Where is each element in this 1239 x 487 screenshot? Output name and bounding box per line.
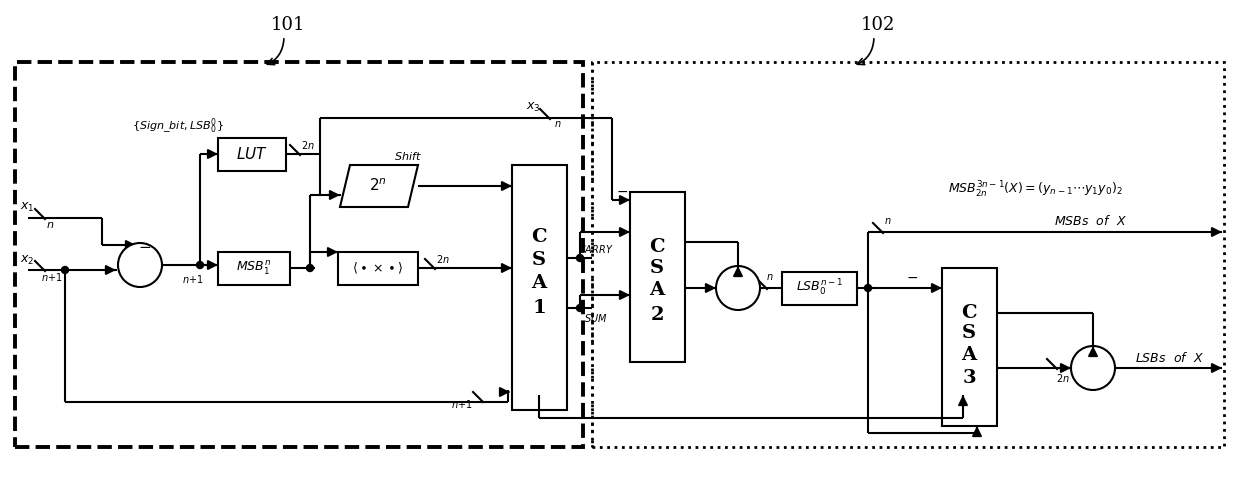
Circle shape	[716, 266, 760, 310]
Circle shape	[576, 304, 584, 312]
Text: $x_3$: $x_3$	[525, 100, 540, 113]
Text: S: S	[532, 251, 546, 269]
Circle shape	[62, 266, 68, 274]
Bar	[592, 62, 1224, 447]
Circle shape	[576, 255, 584, 262]
Text: $2n$: $2n$	[301, 139, 315, 151]
FancyArrowPatch shape	[268, 39, 284, 65]
Text: $-$: $-$	[139, 239, 151, 253]
Text: $2^n$: $2^n$	[369, 178, 387, 194]
Text: $n$: $n$	[885, 216, 892, 226]
Bar	[338, 252, 418, 285]
Text: $MSBs\ \ of\ \ X$: $MSBs\ \ of\ \ X$	[1053, 214, 1126, 228]
Text: $\langle\bullet\times\bullet\rangle$: $\langle\bullet\times\bullet\rangle$	[352, 261, 404, 276]
Text: $x_2$: $x_2$	[20, 253, 35, 266]
Text: $LSBs\ \ of\ \ X$: $LSBs\ \ of\ \ X$	[1135, 351, 1204, 365]
Text: 2: 2	[650, 306, 664, 324]
Text: $-$: $-$	[616, 184, 628, 198]
Circle shape	[197, 262, 203, 268]
Text: $CARRY$: $CARRY$	[579, 243, 613, 255]
Bar	[942, 268, 997, 426]
Text: $LSB_0^{n-1}$: $LSB_0^{n-1}$	[797, 278, 844, 298]
Text: $\{Sign\_bit, LSB_0^0\}$: $\{Sign\_bit, LSB_0^0\}$	[133, 116, 224, 136]
Text: $SUM$: $SUM$	[585, 312, 608, 324]
Text: 1: 1	[532, 299, 546, 317]
Text: C: C	[961, 304, 976, 322]
Text: C: C	[532, 228, 546, 246]
FancyArrowPatch shape	[857, 39, 873, 65]
Text: $2n$: $2n$	[436, 253, 450, 265]
Text: $LUT$: $LUT$	[235, 146, 268, 162]
Text: $n$: $n$	[46, 220, 55, 230]
Polygon shape	[339, 165, 418, 207]
Text: $n$: $n$	[766, 272, 774, 282]
Bar	[782, 272, 857, 305]
Circle shape	[1070, 346, 1115, 390]
Text: $n{+}1$: $n{+}1$	[182, 273, 203, 285]
Text: 3: 3	[963, 369, 976, 387]
Bar	[629, 192, 685, 362]
Text: $-$: $-$	[906, 270, 918, 284]
Circle shape	[118, 243, 162, 287]
Text: $MSB_1^n$: $MSB_1^n$	[237, 259, 271, 277]
Circle shape	[865, 284, 871, 292]
Text: $n$: $n$	[554, 119, 561, 129]
Text: 102: 102	[861, 16, 896, 34]
Text: $n{+}1$: $n{+}1$	[41, 271, 63, 283]
Text: S: S	[961, 324, 976, 342]
Bar	[15, 62, 584, 447]
Circle shape	[306, 264, 313, 271]
Bar	[218, 138, 286, 171]
Text: C: C	[649, 238, 665, 256]
Text: $MSB_{2n}^{3n-1}(X)=(y_{n-1}\cdots y_1y_0)_2$: $MSB_{2n}^{3n-1}(X)=(y_{n-1}\cdots y_1y_…	[948, 180, 1123, 200]
Bar	[512, 165, 567, 410]
Text: A: A	[649, 281, 664, 299]
Text: A: A	[532, 274, 546, 292]
Text: $n{+}1$: $n{+}1$	[451, 398, 473, 410]
Text: $x_1$: $x_1$	[20, 201, 35, 214]
Bar	[218, 252, 290, 285]
Text: $Shift$: $Shift$	[394, 150, 422, 162]
Text: 101: 101	[271, 16, 305, 34]
Text: S: S	[650, 259, 664, 277]
Text: A: A	[961, 346, 976, 364]
Text: $2n$: $2n$	[1056, 372, 1069, 384]
